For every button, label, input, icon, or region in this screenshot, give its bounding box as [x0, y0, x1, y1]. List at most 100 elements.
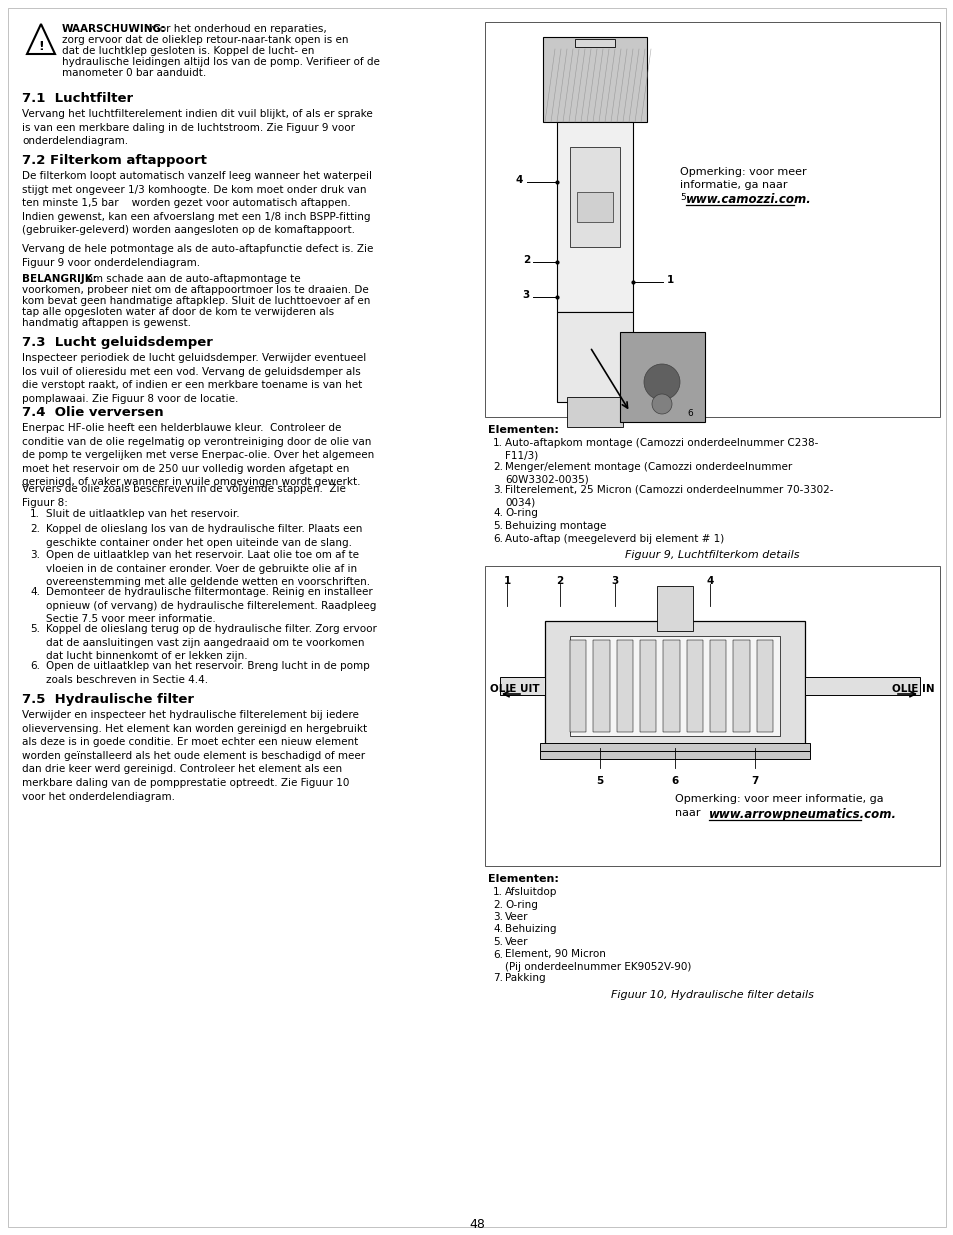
Bar: [484, 566, 939, 866]
Text: 1.: 1.: [493, 438, 502, 448]
Circle shape: [643, 364, 679, 400]
Bar: [804, 677, 919, 695]
Text: 6.: 6.: [30, 661, 40, 671]
Bar: [569, 636, 780, 736]
Bar: [733, 640, 749, 732]
Text: 5.: 5.: [30, 624, 40, 634]
Text: 6: 6: [686, 410, 692, 419]
Text: 2.: 2.: [493, 899, 502, 909]
Text: 6.: 6.: [493, 534, 502, 543]
Text: Elementen:: Elementen:: [488, 874, 558, 884]
Text: Vervang het luchtfilterelement indien dit vuil blijkt, of als er sprake
is van e: Vervang het luchtfilterelement indien di…: [22, 109, 373, 146]
Bar: [539, 743, 809, 751]
Bar: [544, 621, 804, 751]
Text: WAARSCHUWING:: WAARSCHUWING:: [62, 23, 166, 35]
Bar: [657, 585, 692, 631]
Text: 1: 1: [666, 275, 674, 285]
Text: dat de luchtklep gesloten is. Koppel de lucht- en: dat de luchtklep gesloten is. Koppel de …: [62, 46, 314, 56]
Text: 3.: 3.: [493, 485, 502, 495]
Bar: [484, 22, 939, 417]
Text: Open de uitlaatklep van het reservoir. Laat olie toe om af te
vloeien in de cont: Open de uitlaatklep van het reservoir. L…: [46, 550, 370, 587]
Text: 6.: 6.: [493, 950, 502, 960]
Text: OLIE UIT: OLIE UIT: [490, 684, 539, 694]
Text: informatie, ga naar: informatie, ga naar: [679, 180, 786, 190]
Text: 2: 2: [522, 254, 530, 266]
Text: 3.: 3.: [30, 550, 40, 559]
Text: 7.: 7.: [493, 973, 502, 983]
Text: 7.3  Lucht geluidsdemper: 7.3 Lucht geluidsdemper: [22, 336, 213, 350]
Text: Afsluitdop: Afsluitdop: [504, 887, 557, 897]
Bar: [619, 332, 704, 422]
Text: Auto-aftapkom montage (Camozzi onderdeelnummer C238-
F11/3): Auto-aftapkom montage (Camozzi onderdeel…: [504, 438, 818, 461]
Text: Ververs de olie zoals beschreven in de volgende stappen.  Zie
Figuur 8:: Ververs de olie zoals beschreven in de v…: [22, 484, 346, 508]
Text: OLIE IN: OLIE IN: [891, 684, 934, 694]
Text: www.camozzi.com.: www.camozzi.com.: [685, 193, 811, 206]
Text: Koppel de olieslang terug op de hydraulische filter. Zorg ervoor
dat de aansluit: Koppel de olieslang terug op de hydrauli…: [46, 624, 376, 661]
Text: 1.: 1.: [493, 887, 502, 897]
Bar: [499, 677, 544, 695]
Text: Koppel de olieslang los van de hydraulische filter. Plaats een
geschikte contain: Koppel de olieslang los van de hydraulis…: [46, 524, 362, 547]
Text: De filterkom loopt automatisch vanzelf leeg wanneer het waterpeil
stijgt met ong: De filterkom loopt automatisch vanzelf l…: [22, 170, 372, 236]
Text: Opmerking: voor meer informatie, ga: Opmerking: voor meer informatie, ga: [675, 794, 882, 804]
Text: 4.: 4.: [30, 587, 40, 597]
Text: 5: 5: [679, 193, 685, 203]
Bar: [639, 640, 656, 732]
Text: Vervang de hele potmontage als de auto-aftapfunctie defect is. Zie
Figuur 9 voor: Vervang de hele potmontage als de auto-a…: [22, 245, 373, 268]
Text: 48: 48: [469, 1218, 484, 1231]
Bar: [557, 122, 633, 312]
Text: Behuizing montage: Behuizing montage: [504, 521, 606, 531]
Text: Inspecteer periodiek de lucht geluidsdemper. Verwijder eventueel
los vuil of oli: Inspecteer periodiek de lucht geluidsdem…: [22, 353, 366, 404]
Bar: [756, 640, 772, 732]
Bar: [616, 640, 633, 732]
Text: Filterelement, 25 Micron (Camozzi onderdeelnummer 70-3302-
0034): Filterelement, 25 Micron (Camozzi onderd…: [504, 485, 833, 508]
Bar: [539, 751, 809, 760]
Text: Element, 90 Micron
(Pij onderdeelnummer EK9052V-90): Element, 90 Micron (Pij onderdeelnummer …: [504, 950, 691, 972]
Text: 2.: 2.: [493, 462, 502, 472]
Bar: [566, 396, 622, 427]
Text: 3: 3: [611, 576, 618, 585]
Text: zorg ervoor dat de olieklep retour-naar-tank open is en: zorg ervoor dat de olieklep retour-naar-…: [62, 35, 348, 44]
Text: Behuizing: Behuizing: [504, 925, 556, 935]
Text: Auto-aftap (meegeleverd bij element # 1): Auto-aftap (meegeleverd bij element # 1): [504, 534, 723, 543]
Text: 6: 6: [671, 776, 678, 785]
Text: om schade aan de auto-aftapmontage te: om schade aan de auto-aftapmontage te: [80, 274, 300, 284]
Text: voorkomen, probeer niet om de aftappoortmoer los te draaien. De: voorkomen, probeer niet om de aftappoort…: [22, 285, 369, 295]
Text: Sluit de uitlaatklep van het reservoir.: Sluit de uitlaatklep van het reservoir.: [46, 509, 239, 519]
Text: 5: 5: [596, 776, 603, 785]
Text: Open de uitlaatklep van het reservoir. Breng lucht in de pomp
zoals beschreven i: Open de uitlaatklep van het reservoir. B…: [46, 661, 370, 684]
Circle shape: [651, 394, 671, 414]
Text: 4: 4: [705, 576, 713, 585]
Text: Elementen:: Elementen:: [488, 425, 558, 435]
Bar: [575, 40, 615, 47]
Text: Veer: Veer: [504, 911, 528, 923]
Bar: [662, 640, 679, 732]
Text: 3.: 3.: [493, 911, 502, 923]
Text: Demonteer de hydraulische filtermontage. Reinig en installeer
opnieuw (of vervan: Demonteer de hydraulische filtermontage.…: [46, 587, 376, 624]
Text: 5.: 5.: [493, 937, 502, 947]
Text: voor het onderhoud en reparaties,: voor het onderhoud en reparaties,: [144, 23, 327, 35]
Text: 7.5  Hydraulische filter: 7.5 Hydraulische filter: [22, 693, 193, 706]
Bar: [569, 147, 619, 247]
Text: kom bevat geen handmatige aftapklep. Sluit de luchttoevoer af en: kom bevat geen handmatige aftapklep. Slu…: [22, 296, 370, 306]
Text: 7.2 Filterkom aftappoort: 7.2 Filterkom aftappoort: [22, 154, 207, 167]
Text: 2: 2: [556, 576, 563, 585]
Text: Figuur 10, Hydraulische filter details: Figuur 10, Hydraulische filter details: [611, 989, 813, 999]
Text: Enerpac HF-olie heeft een helderblauwe kleur.  Controleer de
conditie van de oli: Enerpac HF-olie heeft een helderblauwe k…: [22, 424, 374, 488]
Text: 3: 3: [522, 290, 530, 300]
Bar: [709, 640, 725, 732]
Text: Pakking: Pakking: [504, 973, 545, 983]
Polygon shape: [27, 23, 55, 54]
Bar: [557, 312, 633, 403]
Text: 4.: 4.: [493, 509, 502, 519]
Bar: [569, 640, 586, 732]
Text: tap alle opgesloten water af door de kom te verwijderen als: tap alle opgesloten water af door de kom…: [22, 308, 334, 317]
Text: Opmerking: voor meer: Opmerking: voor meer: [679, 167, 806, 177]
Text: www.arrowpneumatics.com.: www.arrowpneumatics.com.: [708, 808, 896, 821]
Text: 7.4  Olie verversen: 7.4 Olie verversen: [22, 406, 164, 419]
Text: !: !: [38, 40, 44, 53]
Text: 7.1  Luchtfilter: 7.1 Luchtfilter: [22, 91, 133, 105]
Text: O-ring: O-ring: [504, 899, 537, 909]
Text: 5.: 5.: [493, 521, 502, 531]
Text: Verwijder en inspecteer het hydraulische filterelement bij iedere
olievervensing: Verwijder en inspecteer het hydraulische…: [22, 710, 367, 802]
Bar: [686, 640, 702, 732]
